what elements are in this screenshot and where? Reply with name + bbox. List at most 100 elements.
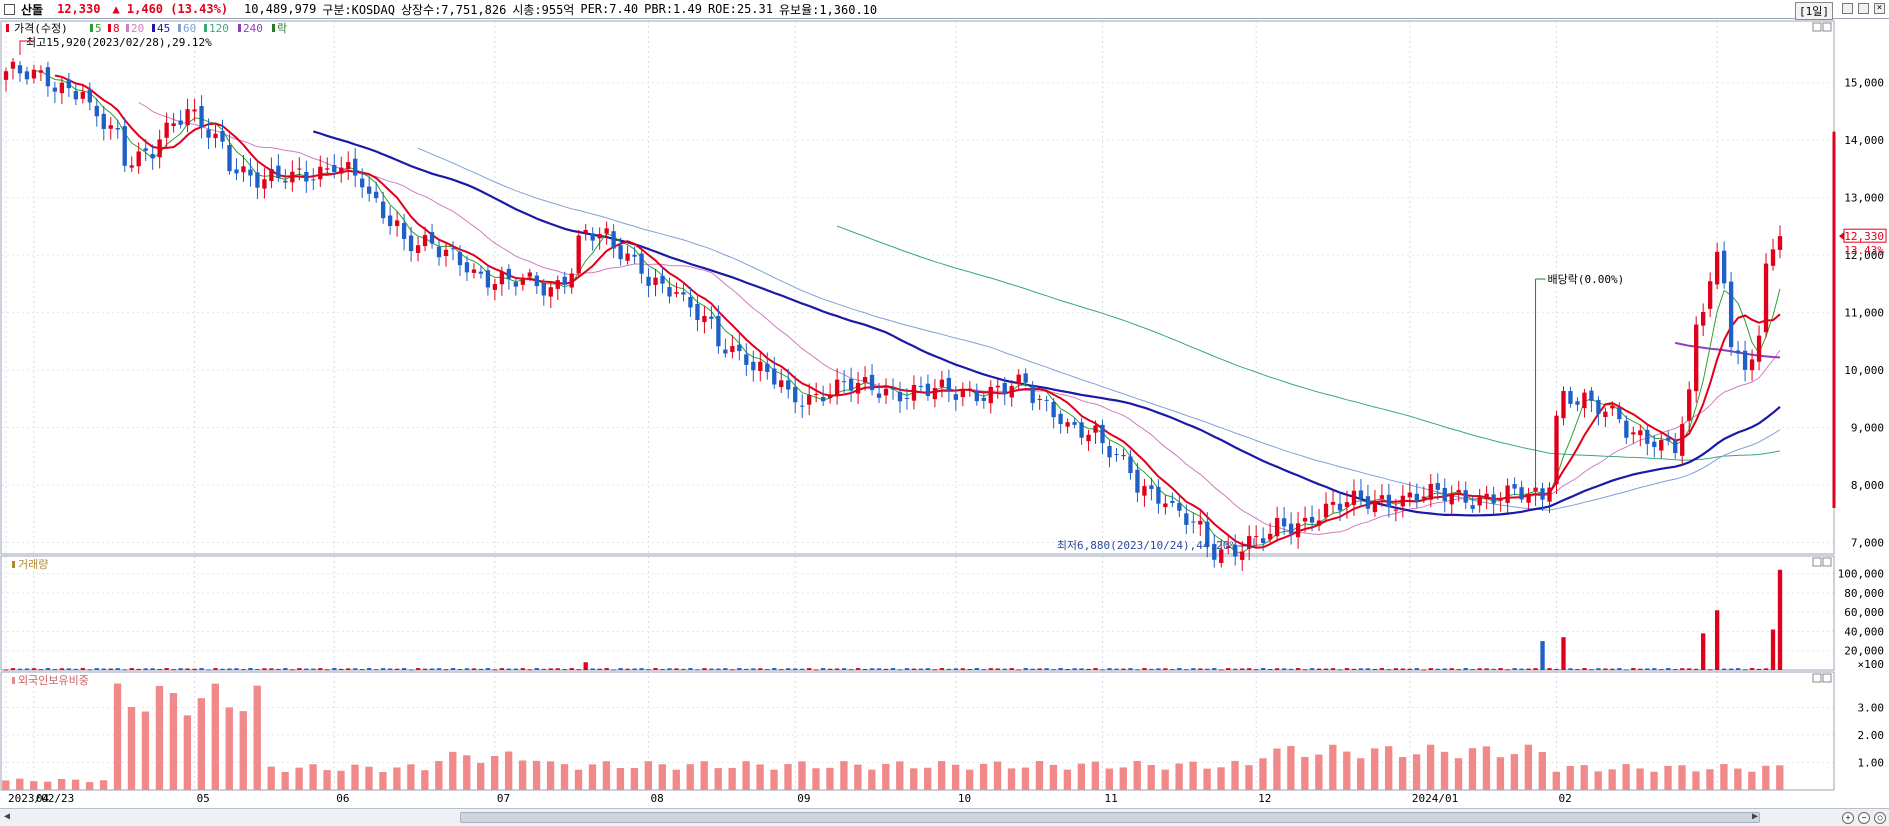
candle-body [1407, 492, 1412, 498]
panel-close-icon [1822, 557, 1832, 567]
candle-body [883, 388, 889, 396]
candle-body [1240, 551, 1245, 560]
candle-body [646, 276, 651, 286]
window-icon[interactable] [4, 3, 15, 15]
legend-swatch [178, 24, 181, 32]
volume-bar [1735, 668, 1741, 670]
volume-bar [1617, 668, 1622, 670]
volume-bar [604, 668, 609, 670]
foreign-bar [1440, 751, 1449, 790]
candle-body [681, 292, 686, 295]
volume-bar [248, 668, 253, 670]
foreign-bar [1231, 760, 1239, 790]
market-type: 구분:KOSDAQ [322, 2, 395, 17]
foreign-bar [71, 779, 80, 790]
candle-body [1659, 440, 1664, 451]
legend-swatch [238, 24, 241, 32]
foreign-bar [1762, 765, 1770, 790]
volume-bar [1023, 668, 1028, 670]
volume-bars [3, 569, 1783, 671]
scroll-left-icon[interactable]: ◀ [4, 811, 11, 822]
volume-bar [332, 668, 337, 670]
candle-body [1400, 495, 1406, 507]
volume-bar [946, 668, 952, 670]
volume-bar [108, 668, 113, 670]
volume-bar [318, 668, 323, 670]
maximize-icon[interactable] [1858, 3, 1869, 14]
foreign-bar [574, 769, 583, 790]
period-selector[interactable]: [1일] [1795, 2, 1833, 20]
volume-bar [1554, 668, 1559, 670]
candle-body [387, 215, 393, 226]
candle-body [1638, 430, 1643, 436]
stock-name: 산돌 [21, 2, 44, 17]
volume-bar [485, 668, 491, 670]
candle-body [590, 233, 595, 241]
candle-body [262, 179, 267, 189]
candle-body [499, 271, 505, 285]
volume-bar [1407, 668, 1412, 670]
close-icon[interactable]: × [1874, 3, 1885, 14]
scroll-right-icon[interactable]: ▶ [1752, 811, 1759, 822]
foreign-bar [937, 761, 946, 790]
foreign-bar [2, 780, 10, 790]
candle-body [220, 130, 225, 142]
foreign-bar [1063, 769, 1072, 790]
volume-bar [1568, 668, 1573, 670]
scroll-thumb[interactable] [460, 812, 1760, 823]
volume-bar [988, 668, 993, 670]
foreign-bar [532, 760, 541, 790]
candle-body [1442, 487, 1447, 501]
foreign-bar [1133, 760, 1141, 790]
price-change: ▲ 1,460 (13.43%) [112, 2, 229, 16]
price-tick-label: 15,000 [1844, 77, 1884, 90]
candle-body [1540, 488, 1545, 500]
volume-bar [1561, 637, 1566, 670]
candle-body [1582, 392, 1587, 409]
candle-body [297, 168, 302, 170]
candle-body [1561, 390, 1566, 419]
volume-bar [730, 669, 735, 671]
candle-body [597, 233, 602, 239]
volume-bar [904, 668, 910, 670]
volume-bar [471, 668, 477, 670]
candle-body [94, 105, 99, 117]
candle-body [1547, 487, 1552, 502]
zoom-reset-icon[interactable]: ○ [1874, 812, 1886, 824]
volume-bar [1421, 669, 1426, 671]
volume-bar [1065, 668, 1070, 670]
candle-body [716, 315, 721, 347]
volume-bar [1393, 668, 1399, 670]
foreign-bar [700, 761, 708, 790]
volume-bar [981, 669, 986, 671]
zoom-out-icon[interactable]: − [1858, 812, 1870, 824]
candle-body [548, 287, 553, 297]
foreign-bar [323, 770, 331, 790]
candle-body [953, 394, 959, 400]
panel-minimize-icon [1812, 557, 1822, 567]
foreign-bar [979, 763, 988, 790]
candle-body [897, 391, 903, 402]
zoom-in-icon[interactable]: + [1842, 812, 1854, 824]
foreign-bar [1776, 765, 1784, 790]
candle-body [199, 106, 204, 128]
candle-body [353, 158, 358, 176]
volume-bar [1680, 668, 1685, 670]
candle-body [1121, 455, 1126, 457]
low-arrow [1238, 538, 1255, 547]
foreign-bar [1384, 746, 1393, 790]
foreign-bar [658, 764, 666, 790]
foreign-bar [1426, 744, 1435, 790]
scroll-bar[interactable]: ◀ ▶ + − ○ [0, 808, 1889, 826]
candle-body [164, 122, 169, 138]
legend-swatch [204, 24, 207, 32]
legend-item-label: 20 [131, 22, 144, 35]
candle-body [1198, 520, 1203, 525]
volume-bar [639, 668, 644, 670]
minimize-icon[interactable] [1842, 3, 1853, 14]
volume-bar [674, 668, 679, 670]
foreign-bar [924, 767, 932, 790]
volume-bar [429, 668, 435, 670]
ma45-line [312, 130, 1781, 517]
